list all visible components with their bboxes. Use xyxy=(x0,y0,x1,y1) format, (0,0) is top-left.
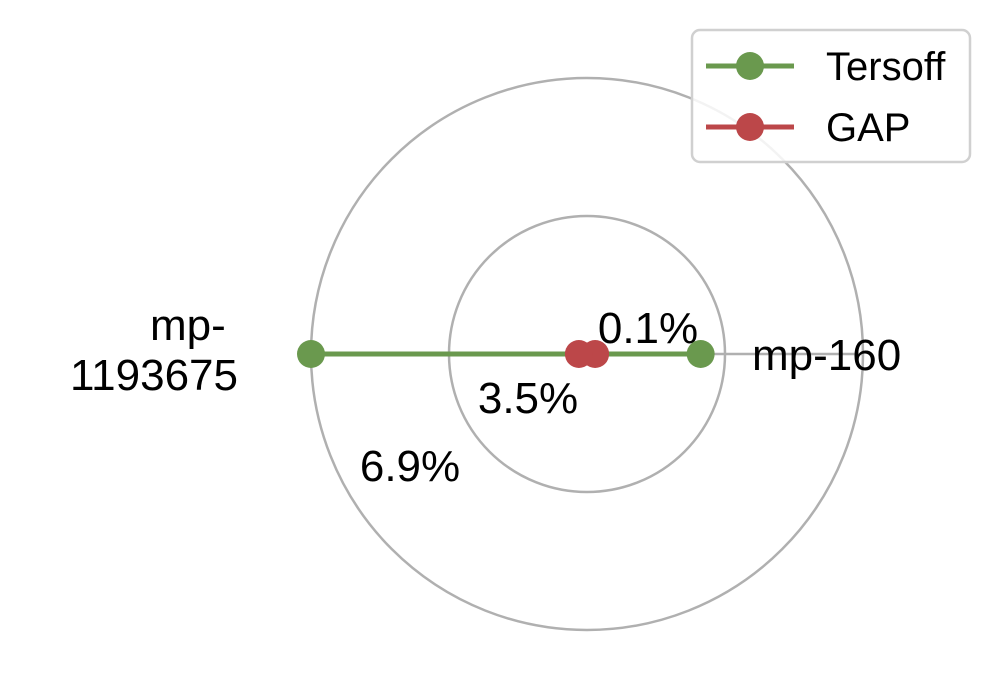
category-label-mp-160: mp-160 xyxy=(752,331,901,380)
series-layer xyxy=(297,340,715,368)
legend-item-tersoff: Tersoff xyxy=(706,45,946,89)
legend-label-gap: GAP xyxy=(826,106,910,150)
legend: Tersoff GAP xyxy=(690,28,972,164)
point-tersoff-mp-160 xyxy=(686,340,715,368)
legend-marker-tersoff xyxy=(736,52,764,80)
point-gap-mp-1193675 xyxy=(564,340,593,368)
category-labels: mp-160 mp- 1193675 xyxy=(70,301,901,400)
category-label-line-2: 1193675 xyxy=(70,351,238,400)
legend-label-tersoff: Tersoff xyxy=(826,45,946,89)
radial-tick-label-2: 6.9% xyxy=(360,442,460,491)
radial-tick-label-1: 3.5% xyxy=(478,374,578,423)
radial-tick-label-0: 0.1% xyxy=(598,304,698,353)
legend-item-gap: GAP xyxy=(706,106,910,150)
category-label-line-1: mp- xyxy=(150,301,226,350)
radial-tick-labels: 0.1% 3.5% 6.9% xyxy=(360,304,698,491)
category-label-mp-1193675: mp- 1193675 xyxy=(70,301,238,400)
point-tersoff-mp-1193675 xyxy=(297,340,325,368)
legend-marker-gap xyxy=(736,113,764,141)
series-gap xyxy=(564,340,610,368)
